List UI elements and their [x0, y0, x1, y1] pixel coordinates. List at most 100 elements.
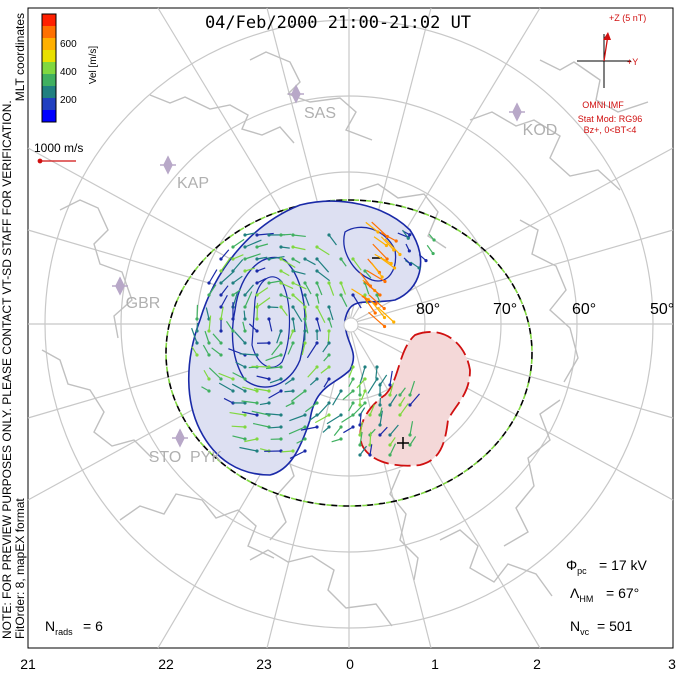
velocity-vector: [205, 307, 210, 320]
vector-origin: [279, 245, 283, 249]
vector-origin: [243, 305, 247, 309]
vector-origin: [255, 353, 259, 357]
velocity-vector: [220, 306, 224, 320]
velocity-vector: [359, 421, 364, 436]
colorbar-tick-400: 400: [60, 67, 77, 78]
velocity-vector: [379, 426, 388, 436]
velocity-vector: [271, 342, 282, 356]
vector-origin: [339, 293, 343, 297]
vector-origin: [384, 243, 389, 248]
velocity-vector: [280, 233, 292, 236]
vector-origin: [388, 453, 392, 457]
velocity-vector: [352, 402, 366, 416]
colorbar-segment: [42, 74, 56, 87]
vector-origin: [267, 389, 271, 393]
velocity-vector: [409, 393, 420, 406]
vector-origin: [291, 377, 295, 381]
velocity-vector: [316, 270, 330, 282]
vector-origin: [417, 266, 421, 270]
velocity-vector: [268, 426, 282, 429]
vector-origin: [303, 305, 307, 309]
vector-origin: [279, 305, 283, 309]
velocity-vector: [234, 331, 246, 344]
svg-text:Φpc: Φpc: [566, 557, 587, 576]
velocity-vector: [289, 414, 306, 422]
vector-origin: [315, 329, 319, 333]
velocity-vector: [223, 397, 234, 404]
velocity-vector: [380, 232, 397, 242]
colorbar-tick-200: 200: [60, 95, 77, 106]
velocity-vector: [232, 238, 245, 248]
colorbar-segment: [42, 62, 56, 75]
svg-text:= 17 kV: = 17 kV: [599, 557, 648, 573]
velocity-vector: [191, 327, 198, 344]
vector-origin: [219, 329, 223, 333]
vector-origin: [327, 365, 331, 369]
vector-origin: [376, 230, 380, 234]
velocity-vector: [232, 259, 244, 272]
velocity-vector: [251, 410, 270, 416]
vector-origin: [363, 389, 367, 393]
vector-origin: [219, 305, 223, 309]
velocity-vector: [322, 342, 330, 353]
velocity-vector: [232, 372, 246, 380]
velocity-vector: [220, 256, 232, 272]
vector-origin: [243, 257, 247, 261]
velocity-vector: [220, 294, 228, 308]
vector-origin: [315, 257, 319, 261]
velocity-vector: [304, 306, 308, 318]
vector-origin: [231, 329, 235, 333]
station-marker: [112, 276, 128, 296]
velocity-vector: [208, 367, 222, 380]
velocity-vector: [316, 402, 330, 417]
vector-origin: [279, 389, 283, 393]
velocity-vector: [268, 318, 273, 332]
velocity-vector: [371, 262, 383, 278]
station-marker: [172, 428, 188, 448]
velocity-vector: [304, 402, 318, 413]
colorbar-tick-600: 600: [60, 39, 77, 50]
vector-origin: [279, 425, 283, 429]
vector-origin: [291, 269, 295, 273]
velocity-vector: [304, 258, 316, 266]
velocity-vector: [389, 394, 398, 406]
vector-origin: [291, 389, 295, 393]
vector-origin: [408, 443, 412, 447]
vector-origin: [315, 425, 319, 429]
station-marker: [509, 102, 525, 122]
velocity-vector: [256, 243, 269, 248]
stat-nrads: Nrads = 6: [45, 618, 103, 637]
vector-origin: [327, 401, 331, 405]
vector-origin: [388, 383, 392, 387]
vector-origin: [291, 257, 295, 261]
vector-origin: [255, 437, 259, 441]
vector-origin: [408, 433, 412, 437]
velocity-vector: [292, 234, 306, 238]
lat-label-60: 60°: [572, 301, 596, 318]
vector-origin: [291, 341, 295, 345]
velocity-vector: [364, 282, 370, 295]
vector-origin: [327, 377, 331, 381]
vector-origin: [378, 403, 382, 407]
velocity-vector: [377, 306, 395, 323]
pole-marker: [343, 317, 359, 333]
vector-origin: [368, 453, 372, 457]
vector-origin: [207, 353, 211, 357]
vector-origin: [351, 377, 355, 381]
velocity-vector: [244, 232, 256, 236]
vector-origin: [267, 317, 271, 321]
vector-origin: [424, 258, 428, 263]
vector-origin: [351, 389, 355, 393]
vector-origin: [243, 245, 247, 249]
velocity-vector: [348, 366, 354, 378]
velocity-vector: [366, 269, 386, 283]
vector-origin: [255, 233, 259, 237]
vector-origin: [315, 341, 319, 345]
velocity-vector: [340, 294, 348, 307]
velocity-vector: [232, 292, 238, 308]
vector-origin: [291, 317, 295, 321]
vector-origin: [243, 401, 247, 405]
vector-origin: [255, 293, 259, 297]
vector-origin: [378, 423, 382, 427]
velocity-vector: [367, 378, 378, 394]
